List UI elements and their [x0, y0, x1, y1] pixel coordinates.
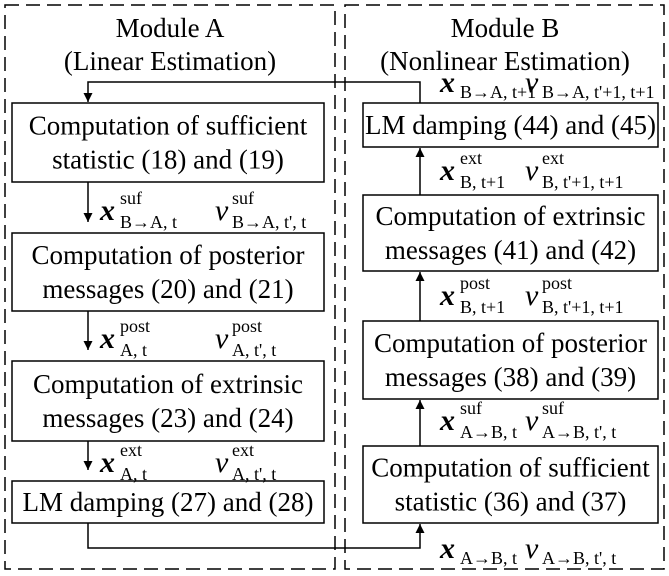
symbol-sub: A, t — [120, 340, 147, 360]
block — [11, 232, 325, 312]
feedback-arrow — [83, 81, 421, 103]
block-text: LM damping (27) and (28) — [23, 487, 314, 517]
symbol-sub: B, t'+1, t+1 — [542, 172, 624, 192]
module-title: Module A — [116, 13, 225, 43]
block-text: messages (41) and (42) — [385, 235, 636, 265]
block-text: Computation of extrinsic — [376, 201, 646, 231]
symbol-sub: B→A, t'+1, t+1 — [542, 82, 655, 102]
symbol-base: v — [215, 194, 229, 227]
symbol-base: x — [99, 322, 115, 355]
symbol-sub: A→B, t', t — [542, 422, 616, 442]
symbol-base: v — [525, 154, 539, 187]
block-text: Computation of sufficient — [29, 111, 308, 141]
module-title: Module B — [451, 13, 560, 43]
symbol-base: v — [525, 404, 539, 437]
block-text: statistic (18) and (19) — [52, 145, 284, 175]
symbol-base: x — [439, 404, 455, 437]
symbol-sup: suf — [460, 398, 482, 418]
symbol-base: v — [215, 446, 229, 479]
symbol-sup: post — [542, 273, 572, 293]
symbol-sub: A, t', t — [232, 464, 276, 484]
symbol-base: v — [215, 322, 229, 355]
block-text: messages (23) and (24) — [42, 403, 293, 433]
module-a-frame — [4, 4, 336, 570]
block-text: Computation of posterior — [32, 240, 305, 270]
symbol-base: v — [525, 532, 539, 565]
symbol-sub: B→A, t', t — [232, 212, 306, 232]
block-text: messages (38) and (39) — [385, 362, 636, 392]
symbol-sup: suf — [232, 188, 254, 208]
symbol-sup: post — [460, 273, 490, 293]
block-text: LM damping (44) and (45) — [365, 110, 656, 140]
symbol-base: v — [525, 66, 539, 99]
block-text: messages (20) and (21) — [42, 274, 293, 304]
module-subtitle: (Linear Estimation) — [64, 46, 276, 76]
symbol-sub: A, t', t — [232, 340, 276, 360]
block-text: Computation of extrinsic — [33, 369, 303, 399]
symbol-base: x — [439, 279, 455, 312]
symbol-sub: B, t'+1, t+1 — [542, 297, 624, 317]
block-text: Computation of sufficient — [371, 453, 650, 483]
symbol-sup: ext — [542, 148, 564, 168]
symbol-sup: ext — [120, 440, 142, 460]
block — [362, 102, 659, 148]
block — [11, 102, 325, 183]
symbol-base: v — [525, 279, 539, 312]
module-b-frame — [344, 4, 665, 570]
block — [11, 480, 325, 524]
symbol-sup: suf — [542, 398, 564, 418]
symbol-sub: B→A, t — [120, 212, 177, 232]
symbol-sub: B, t+1 — [460, 297, 505, 317]
symbol-sub: A, t — [120, 464, 147, 484]
block-text: statistic (36) and (37) — [395, 487, 627, 517]
symbol-base: x — [439, 154, 455, 187]
symbol-sub: B→A, t+1 — [460, 82, 536, 102]
symbol-sub: A→B, t — [460, 548, 517, 568]
symbol-base: x — [99, 194, 115, 227]
symbol-base: x — [99, 446, 115, 479]
module-subtitle: (Nonlinear Estimation) — [380, 46, 630, 76]
symbol-sup: post — [232, 316, 262, 336]
block — [362, 445, 659, 524]
symbol-sup: ext — [232, 440, 254, 460]
symbol-sub: B, t+1 — [460, 172, 505, 192]
symbol-sub: A→B, t', t — [542, 548, 616, 568]
block — [362, 194, 659, 272]
symbol-base: x — [439, 66, 455, 99]
forward-arrow — [87, 523, 425, 549]
symbol-sub: A→B, t — [460, 422, 517, 442]
symbol-base: x — [439, 532, 455, 565]
block — [362, 320, 659, 400]
symbol-sup: ext — [460, 148, 482, 168]
block — [11, 360, 325, 442]
block-text: Computation of posterior — [374, 328, 647, 358]
symbol-sup: post — [120, 316, 150, 336]
symbol-sup: suf — [120, 188, 142, 208]
